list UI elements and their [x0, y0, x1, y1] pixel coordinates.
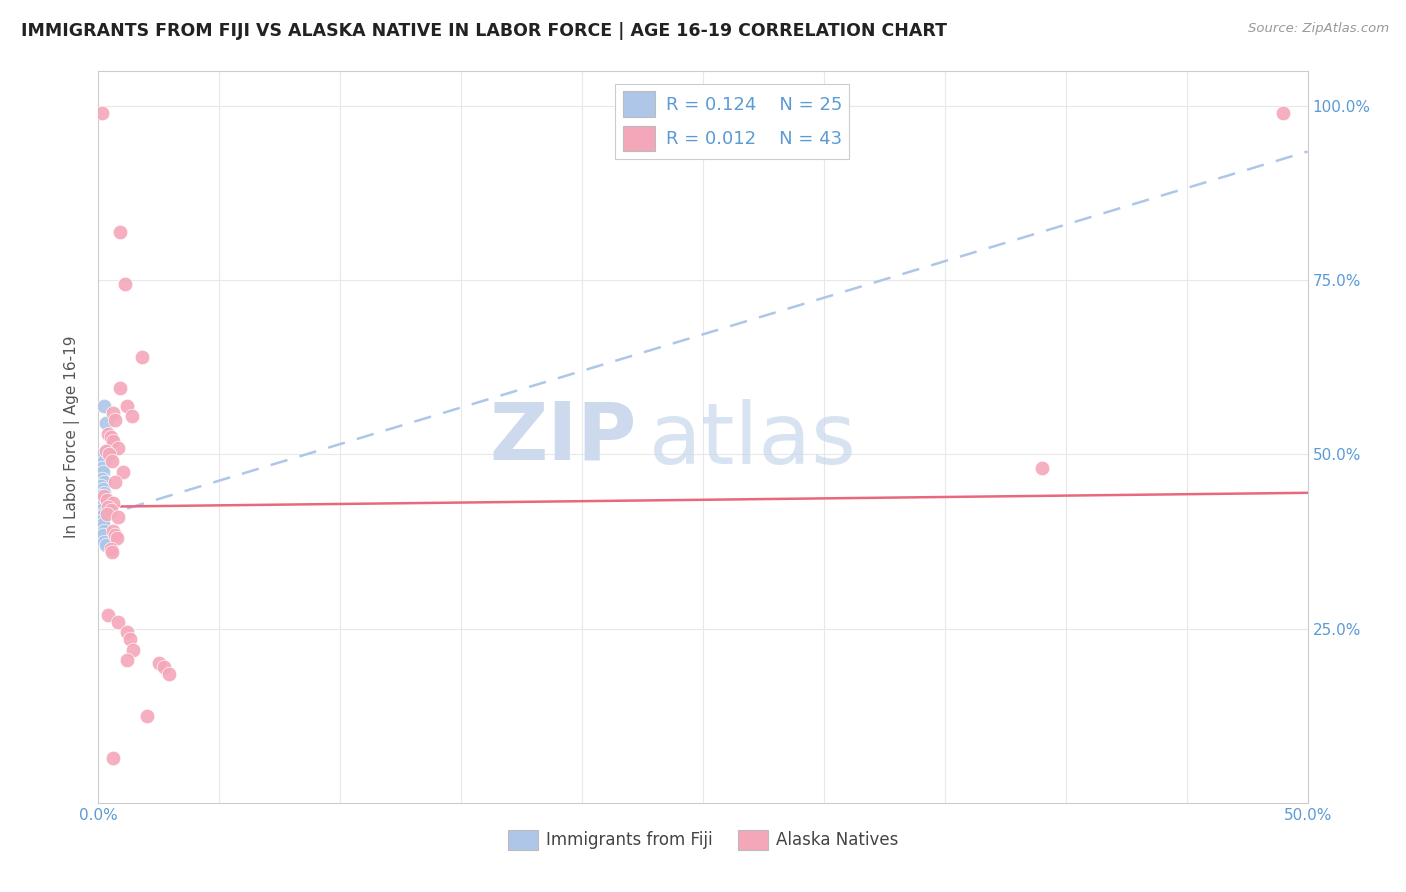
Point: [90, 489, 112, 503]
Point: [91, 472, 114, 486]
Point: [93, 496, 115, 510]
Point: [1272, 106, 1295, 120]
Point: [96, 507, 118, 521]
Legend: Immigrants from Fiji, Alaska Natives: Immigrants from Fiji, Alaska Natives: [501, 823, 905, 856]
Point: [118, 632, 141, 646]
Point: [93, 475, 115, 490]
Point: [91, 448, 114, 462]
Point: [100, 503, 122, 517]
Point: [100, 430, 122, 444]
Text: atlas: atlas: [648, 400, 856, 483]
Point: [101, 750, 124, 764]
Point: [91, 465, 114, 479]
Point: [94, 416, 117, 430]
Point: [135, 708, 157, 723]
Point: [97, 607, 120, 622]
Text: Source: ZipAtlas.com: Source: ZipAtlas.com: [1249, 22, 1389, 36]
Point: [104, 527, 127, 541]
Point: [91, 106, 114, 120]
Point: [131, 350, 153, 364]
Point: [96, 444, 118, 458]
Point: [101, 406, 124, 420]
Point: [1031, 461, 1053, 475]
Point: [117, 399, 139, 413]
Point: [93, 454, 115, 468]
Point: [90, 510, 112, 524]
Point: [107, 615, 129, 629]
Point: [93, 534, 115, 549]
Point: [91, 507, 114, 521]
Point: [108, 381, 131, 395]
Point: [94, 538, 117, 552]
Point: [91, 527, 114, 541]
Point: [157, 667, 180, 681]
Point: [91, 517, 114, 532]
Point: [101, 434, 124, 448]
Point: [91, 503, 114, 517]
Point: [98, 448, 121, 462]
Point: [93, 485, 115, 500]
Point: [100, 545, 122, 559]
Point: [93, 399, 115, 413]
Point: [117, 653, 139, 667]
Point: [121, 409, 143, 424]
Point: [91, 492, 114, 507]
Y-axis label: In Labor Force | Age 16-19: In Labor Force | Age 16-19: [63, 335, 80, 539]
Point: [91, 483, 114, 497]
Point: [107, 441, 129, 455]
Point: [94, 444, 117, 458]
Point: [97, 426, 120, 441]
Point: [108, 225, 131, 239]
Point: [152, 660, 174, 674]
Point: [105, 531, 128, 545]
Point: [91, 461, 114, 475]
Point: [96, 492, 118, 507]
Point: [122, 642, 145, 657]
Point: [104, 475, 127, 490]
Point: [100, 454, 122, 468]
Point: [97, 500, 120, 514]
Point: [91, 514, 114, 528]
Point: [89, 500, 111, 514]
Point: [114, 277, 136, 291]
Point: [93, 489, 115, 503]
Point: [148, 657, 170, 671]
Point: [107, 510, 129, 524]
Point: [100, 541, 122, 556]
Text: ZIP: ZIP: [489, 398, 637, 476]
Point: [93, 524, 115, 538]
Point: [101, 496, 124, 510]
Point: [117, 625, 139, 640]
Point: [101, 524, 124, 538]
Point: [104, 412, 127, 426]
Text: IMMIGRANTS FROM FIJI VS ALASKA NATIVE IN LABOR FORCE | AGE 16-19 CORRELATION CHA: IMMIGRANTS FROM FIJI VS ALASKA NATIVE IN…: [21, 22, 948, 40]
Point: [90, 479, 112, 493]
Point: [111, 465, 134, 479]
